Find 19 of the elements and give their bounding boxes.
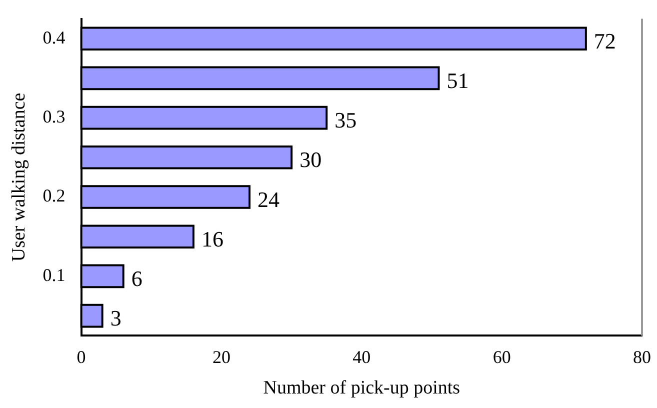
x-tick-label: 40 <box>352 347 371 368</box>
x-tick-label: 20 <box>212 347 230 368</box>
data-label: 72 <box>594 28 616 54</box>
data-label: 51 <box>446 68 469 93</box>
x-tick-label: 0 <box>76 347 86 368</box>
data-label: 16 <box>201 226 224 252</box>
x-tick-label: 60 <box>492 347 511 368</box>
data-label: 6 <box>131 266 142 291</box>
y-tick-label: 0.3 <box>42 106 66 127</box>
data-label: 35 <box>334 108 357 133</box>
y-axis-title: User walking distance <box>8 92 30 262</box>
x-axis-title: Number of pick-up points <box>263 378 460 399</box>
y-tick-label: 0.2 <box>42 186 66 206</box>
y-tick-label: 0.1 <box>42 264 66 285</box>
data-label: 24 <box>258 186 280 212</box>
y-tick-label: 0.4 <box>42 27 66 48</box>
data-label: 3 <box>110 306 122 331</box>
data-label: 30 <box>300 147 322 172</box>
x-tick-label: 80 <box>633 347 651 368</box>
